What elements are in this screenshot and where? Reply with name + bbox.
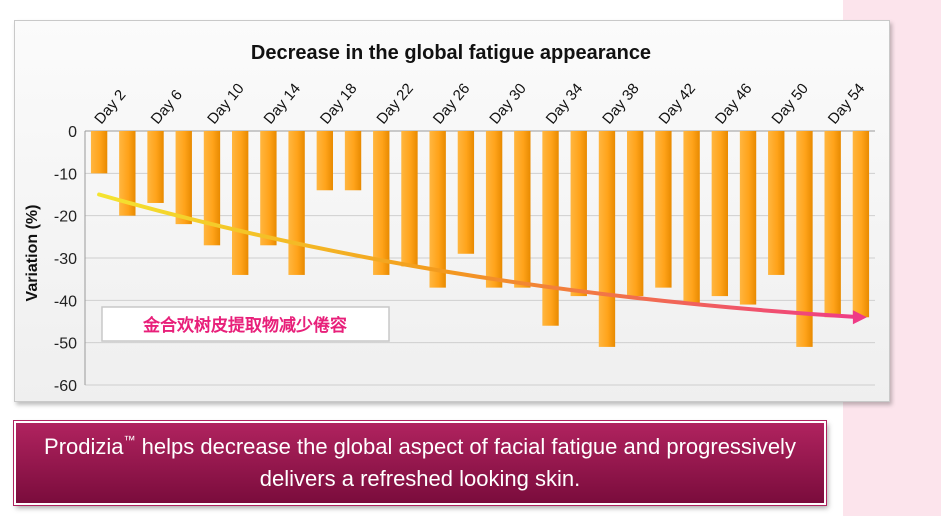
bar-day-18 [570, 131, 587, 297]
bar-day-12 [401, 131, 418, 267]
x-tick-label: Day 46 [712, 80, 756, 127]
bar-day-14 [457, 131, 475, 254]
bar-day-4 [175, 131, 192, 225]
chart-panel: 0 -10 -20 -30 -40 -50 -60 Day 2 Day 6 Day 10 Day … [14, 20, 890, 402]
annotation-box: 金合欢树皮提取物减少倦容 [101, 306, 390, 342]
trend-arrowhead [852, 310, 867, 325]
caption-brand: Prodizia [44, 434, 124, 459]
x-tick-label: Day 14 [261, 80, 305, 127]
x-tick-label: Day 10 [204, 80, 248, 127]
bar-day-19 [598, 131, 616, 347]
bar-day-23 [711, 131, 729, 297]
caption-body: helps decrease the global aspect of faci… [135, 434, 796, 491]
bar-chart: 0 -10 -20 -30 -40 -50 -60 Day 2 Day 6 Day 10 Day … [24, 42, 875, 395]
bar-day-26 [796, 131, 813, 347]
y-tick-label: 0 [68, 124, 77, 141]
bar-day-27 [824, 131, 841, 318]
bar-day-16 [514, 131, 531, 288]
caption-banner: Prodizia™ helps decrease the global aspe… [14, 421, 826, 505]
x-tick-label: Day 6 [148, 87, 186, 128]
bar-day-11 [373, 131, 390, 275]
y-tick-label: -30 [54, 251, 77, 268]
bar-day-9 [316, 131, 334, 191]
bar-day-7 [260, 131, 277, 246]
x-tick-label: Day 38 [599, 80, 643, 127]
y-tick-label: -40 [54, 293, 77, 310]
bar-day-6 [231, 131, 249, 275]
bar-day-2 [119, 131, 136, 216]
bar-day-5 [203, 131, 221, 246]
bar-day-10 [344, 131, 362, 191]
x-tick-label: Day 50 [768, 80, 812, 127]
bar-day-1 [90, 131, 108, 174]
bar-day-24 [739, 131, 757, 305]
y-axis-label: Variation (%) [24, 205, 41, 302]
x-tick-label: Day 22 [373, 80, 417, 127]
bar-day-25 [768, 131, 785, 275]
bar-day-17 [542, 131, 559, 326]
y-tick-label: -10 [54, 166, 77, 183]
x-tick-label: Day 30 [486, 80, 530, 127]
chart-title: Decrease in the global fatigue appearanc… [251, 42, 651, 64]
x-tick-label: Day 18 [317, 80, 361, 127]
x-tick-label: Day 2 [91, 87, 129, 128]
x-tick-label: Day 26 [430, 80, 474, 127]
bar-day-22 [683, 131, 700, 305]
trademark-symbol: ™ [123, 433, 136, 447]
trend-line [97, 192, 863, 320]
bar-day-8 [288, 131, 305, 275]
bar-day-28 [852, 131, 870, 318]
y-tick-label: -20 [54, 209, 77, 226]
x-tick-label: Day 42 [656, 80, 700, 127]
x-tick-label: Day 34 [543, 80, 587, 127]
y-tick-label: -60 [54, 378, 77, 395]
bar-day-3 [147, 131, 164, 203]
bar-day-20 [626, 131, 644, 297]
bar-day-13 [429, 131, 446, 288]
annotation-text: 金合欢树皮提取物减少倦容 [142, 315, 347, 336]
x-tick-label: Day 54 [825, 80, 869, 127]
bar-day-21 [655, 131, 672, 288]
bar-day-15 [485, 131, 503, 288]
caption-text: Prodizia™ helps decrease the global aspe… [36, 431, 804, 495]
y-tick-label: -50 [54, 336, 77, 353]
